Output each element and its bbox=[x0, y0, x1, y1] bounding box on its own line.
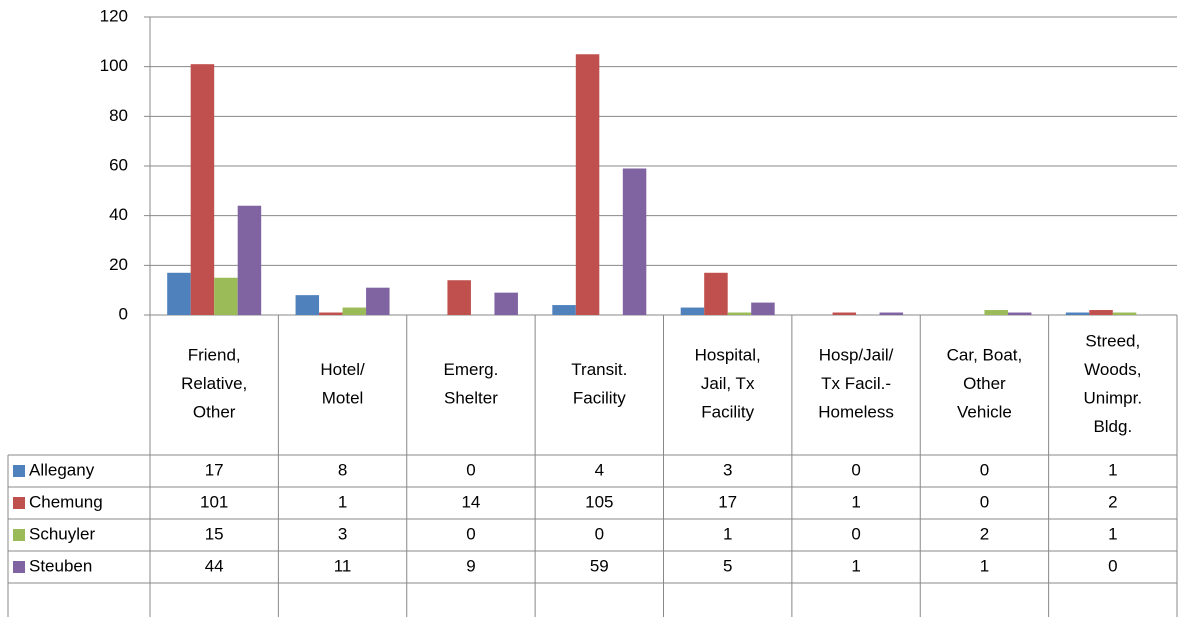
bar bbox=[319, 312, 343, 315]
legend-label: Allegany bbox=[29, 460, 95, 479]
table-value: 0 bbox=[466, 524, 475, 543]
table-value: 17 bbox=[718, 492, 737, 511]
table-value: 1 bbox=[851, 556, 860, 575]
x-tick-label: Friend, Relative, Other bbox=[181, 346, 247, 422]
bar bbox=[575, 54, 600, 315]
bar bbox=[366, 287, 390, 315]
x-tick-label: Hosp/Jail/Tx Facil.-Homeless bbox=[818, 346, 894, 422]
legend-label: Steuben bbox=[29, 556, 92, 575]
bar bbox=[751, 302, 775, 315]
y-tick-label: 80 bbox=[109, 106, 128, 125]
table-value: 15 bbox=[205, 524, 224, 543]
bar bbox=[552, 305, 576, 315]
bar bbox=[680, 307, 705, 315]
table-value: 101 bbox=[200, 492, 228, 511]
legend-key bbox=[13, 529, 25, 541]
table-value: 2 bbox=[1108, 492, 1117, 511]
bar bbox=[1089, 310, 1113, 315]
y-tick-label: 100 bbox=[100, 56, 128, 75]
legend-label: Schuyler bbox=[29, 524, 95, 543]
legend-key bbox=[13, 561, 25, 573]
bar bbox=[237, 205, 262, 315]
bar bbox=[295, 295, 320, 315]
legend-key bbox=[13, 465, 25, 477]
legend-key bbox=[13, 497, 25, 509]
table-value: 2 bbox=[980, 524, 989, 543]
x-tick-label: Transit. Facility bbox=[571, 360, 627, 408]
x-tick-label: Streed, Woods, Unimpr. Bldg. bbox=[1084, 332, 1143, 437]
bar bbox=[1112, 312, 1137, 315]
y-tick-label: 120 bbox=[100, 6, 128, 25]
bar bbox=[704, 272, 728, 315]
table-value: 0 bbox=[1108, 556, 1117, 575]
table-value: 44 bbox=[205, 556, 224, 575]
table-value: 0 bbox=[980, 492, 989, 511]
legend-label: Chemung bbox=[29, 492, 103, 511]
table-value: 9 bbox=[466, 556, 475, 575]
x-tick-label: Hospital, Jail, Tx Facility bbox=[695, 346, 761, 422]
y-tick-label: 0 bbox=[119, 304, 128, 323]
table-value: 14 bbox=[461, 492, 480, 511]
bar bbox=[879, 312, 904, 315]
table-value: 8 bbox=[338, 460, 347, 479]
table-value: 59 bbox=[590, 556, 609, 575]
bar bbox=[1065, 312, 1090, 315]
bar bbox=[832, 312, 857, 315]
table-value: 3 bbox=[723, 460, 732, 479]
bar bbox=[727, 312, 752, 315]
bar bbox=[342, 307, 367, 315]
y-tick-label: 20 bbox=[109, 255, 128, 274]
bar bbox=[494, 292, 518, 315]
table-value: 17 bbox=[205, 460, 224, 479]
table-value: 4 bbox=[595, 460, 604, 479]
bar bbox=[622, 168, 647, 315]
bar bbox=[214, 277, 238, 315]
table-value: 0 bbox=[851, 524, 860, 543]
table-value: 1 bbox=[723, 524, 732, 543]
bar bbox=[447, 280, 471, 315]
x-tick-label: Hotel/Motel bbox=[320, 360, 365, 408]
table-value: 1 bbox=[338, 492, 347, 511]
table-value: 0 bbox=[466, 460, 475, 479]
bar bbox=[167, 272, 191, 315]
table-value: 0 bbox=[595, 524, 604, 543]
table-value: 5 bbox=[723, 556, 732, 575]
table-value: 3 bbox=[338, 524, 347, 543]
table-value: 0 bbox=[851, 460, 860, 479]
table-value: 1 bbox=[851, 492, 860, 511]
table-value: 1 bbox=[980, 556, 989, 575]
x-tick-label: Emerg. Shelter bbox=[444, 360, 499, 408]
table-value: 105 bbox=[585, 492, 613, 511]
bar bbox=[1007, 312, 1032, 315]
x-tick-label: Car, Boat, Other Vehicle bbox=[947, 346, 1023, 422]
y-tick-label: 40 bbox=[109, 205, 128, 224]
table-value: 11 bbox=[334, 556, 352, 575]
table-value: 0 bbox=[980, 460, 989, 479]
y-tick-label: 60 bbox=[109, 155, 128, 174]
bar bbox=[190, 64, 215, 315]
bar bbox=[984, 310, 1008, 315]
table-value: 1 bbox=[1108, 460, 1117, 479]
table-value: 1 bbox=[1108, 524, 1117, 543]
